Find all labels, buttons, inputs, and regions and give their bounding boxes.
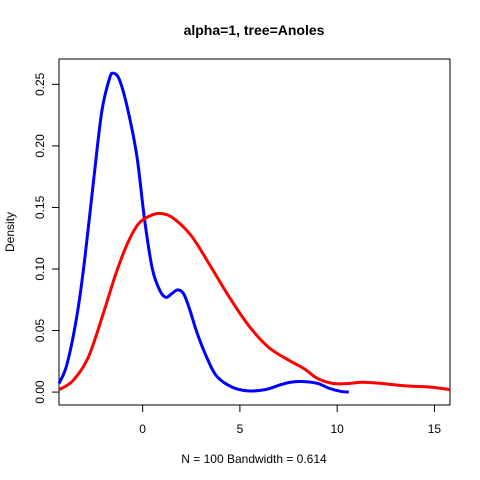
y-tick-label: 0.20 [33, 134, 47, 158]
x-tick-label: 0 [139, 422, 146, 436]
y-tick-label: 0.25 [33, 72, 47, 96]
y-tick-label: 0.05 [33, 319, 47, 343]
y-tick-label: 0.00 [33, 380, 47, 404]
chart-title: alpha=1, tree=Anoles [184, 22, 325, 38]
x-tick-label: 5 [237, 422, 244, 436]
x-tick-label: 15 [428, 422, 442, 436]
y-axis-label: Density [3, 212, 17, 252]
y-tick-label: 0.10 [33, 257, 47, 281]
density-curves [57, 71, 451, 394]
y-tick-label: 0.15 [33, 195, 47, 219]
blue-density-curve [57, 71, 349, 394]
axes: 0 5 10 15 0.00 0.05 0.10 0.15 0.20 0.25 [33, 72, 441, 436]
x-tick-label: 10 [330, 422, 344, 436]
x-axis-label: N = 100 Bandwidth = 0.614 [181, 452, 327, 466]
red-density-curve [58, 211, 451, 392]
plot-frame [58, 58, 451, 406]
